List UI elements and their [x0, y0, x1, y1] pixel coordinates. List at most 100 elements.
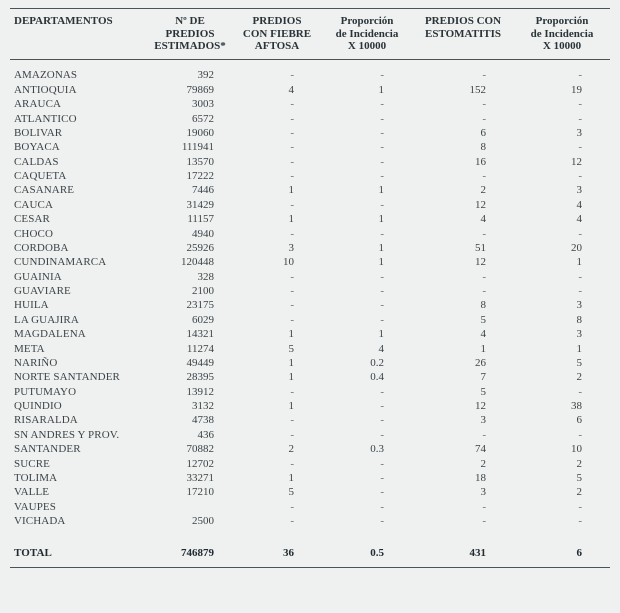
table-cell: - [514, 428, 610, 442]
table-cell: - [322, 471, 412, 485]
table-cell: - [322, 270, 412, 284]
table-cell: CAUCA [10, 198, 148, 212]
table-cell: - [322, 514, 412, 528]
table-cell: MAGDALENA [10, 327, 148, 341]
table-cell: LA GUAJIRA [10, 313, 148, 327]
table-cell: 23175 [148, 298, 232, 312]
table-row: GUAINIA328---- [10, 270, 610, 284]
table-cell: - [514, 68, 610, 82]
table-cell: 7 [412, 370, 514, 384]
table-cell: 12 [412, 255, 514, 269]
table-cell: 1 [322, 255, 412, 269]
table-cell: 1 [322, 83, 412, 97]
table-cell: 2 [514, 370, 610, 384]
table-cell: 4940 [148, 226, 232, 240]
table-cell: - [322, 97, 412, 111]
table-cell: - [412, 284, 514, 298]
table-row: LA GUAJIRA6029--58 [10, 313, 610, 327]
table-cell: 120448 [148, 255, 232, 269]
table-cell: - [232, 298, 322, 312]
table-cell: BOYACA [10, 140, 148, 154]
table-cell: 4 [322, 341, 412, 355]
table-cell: - [322, 413, 412, 427]
table-cell: - [232, 385, 322, 399]
table-cell: 13912 [148, 385, 232, 399]
table-cell: 5 [412, 313, 514, 327]
table-cell: 3 [412, 485, 514, 499]
table-cell: 5 [232, 341, 322, 355]
table-row: BOLIVAR19060--63 [10, 126, 610, 140]
table-cell: - [232, 270, 322, 284]
table-cell: GUAINIA [10, 270, 148, 284]
data-table: DEPARTAMENTOS Nº DE PREDIOSESTIMADOS* PR… [10, 8, 610, 568]
table-body: AMAZONAS392----ANTIOQUIA798694115219ARAU… [10, 59, 610, 567]
table-cell: 0.3 [322, 442, 412, 456]
table-cell: - [322, 456, 412, 470]
table-cell: - [514, 270, 610, 284]
table-cell: 36 [232, 537, 322, 568]
table-cell: PUTUMAYO [10, 385, 148, 399]
table-cell: - [232, 68, 322, 82]
table-cell: - [322, 169, 412, 183]
table-cell: - [232, 514, 322, 528]
table-cell: 1 [322, 327, 412, 341]
table-cell: 16 [412, 155, 514, 169]
table-cell: - [514, 169, 610, 183]
table-cell: - [322, 155, 412, 169]
table-cell: 1 [322, 183, 412, 197]
table-cell: - [514, 140, 610, 154]
table-row: PUTUMAYO13912--5- [10, 385, 610, 399]
table-cell: 6 [412, 126, 514, 140]
table-row: RISARALDA4738--36 [10, 413, 610, 427]
table-cell: CESAR [10, 212, 148, 226]
table-cell: 12702 [148, 456, 232, 470]
table-cell: - [412, 428, 514, 442]
table-cell: - [514, 284, 610, 298]
table-cell: 111941 [148, 140, 232, 154]
table-cell: SUCRE [10, 456, 148, 470]
table-row: SN ANDRES Y PROV.436---- [10, 428, 610, 442]
table-cell: - [322, 284, 412, 298]
table-cell: - [322, 126, 412, 140]
table-cell: 12 [412, 399, 514, 413]
table-cell: 0.5 [322, 537, 412, 568]
table-header: DEPARTAMENTOS Nº DE PREDIOSESTIMADOS* PR… [10, 9, 610, 60]
table-cell: - [322, 399, 412, 413]
table-cell: CHOCO [10, 226, 148, 240]
table-row: CESAR111571144 [10, 212, 610, 226]
table-row: VALLE172105-32 [10, 485, 610, 499]
table-cell: 152 [412, 83, 514, 97]
table-cell: VALLE [10, 485, 148, 499]
table-cell: 746879 [148, 537, 232, 568]
table-cell: - [514, 97, 610, 111]
table-cell: - [514, 500, 610, 514]
table-cell: 8 [412, 140, 514, 154]
table-cell: CALDAS [10, 155, 148, 169]
table-cell: 1 [232, 327, 322, 341]
table-cell: 4738 [148, 413, 232, 427]
table-cell: - [412, 68, 514, 82]
table-cell: 1 [322, 241, 412, 255]
table-row: TOLIMA332711-185 [10, 471, 610, 485]
table-cell: 20 [514, 241, 610, 255]
table-cell: - [412, 500, 514, 514]
table-row: AMAZONAS392---- [10, 68, 610, 82]
table-cell: ARAUCA [10, 97, 148, 111]
table-cell: 3 [514, 126, 610, 140]
table-cell: 392 [148, 68, 232, 82]
table-cell: - [232, 226, 322, 240]
table-cell: 1 [412, 341, 514, 355]
table-cell: - [412, 226, 514, 240]
table-cell: CORDOBA [10, 241, 148, 255]
table-row: META112745411 [10, 341, 610, 355]
table-cell: - [322, 385, 412, 399]
table-cell: - [232, 500, 322, 514]
table-row: CAUCA31429--124 [10, 198, 610, 212]
table-cell: TOLIMA [10, 471, 148, 485]
table-row: VAUPES---- [10, 500, 610, 514]
table-cell: ATLANTICO [10, 111, 148, 125]
table-cell: 4 [514, 212, 610, 226]
table-cell: - [232, 428, 322, 442]
table-row: MAGDALENA143211143 [10, 327, 610, 341]
table-row: SUCRE12702--22 [10, 456, 610, 470]
